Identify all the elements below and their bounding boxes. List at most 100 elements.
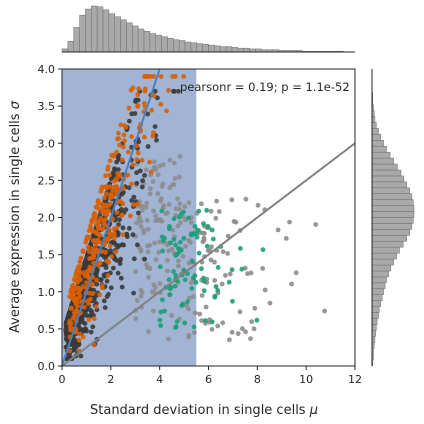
scatter-point-dark xyxy=(121,242,126,248)
x-tick-label: 12 xyxy=(348,373,362,386)
scatter-point-light xyxy=(151,208,157,214)
scatter-point-orange xyxy=(166,87,171,93)
scatter-point-dark xyxy=(90,324,96,330)
scatter-point-teal xyxy=(177,214,182,220)
marginal-x-bar xyxy=(132,25,139,53)
scatter-point-orange xyxy=(94,231,100,236)
scatter-point-teal xyxy=(193,280,199,285)
scatter-point-teal xyxy=(158,309,164,315)
marginal-x-bar xyxy=(155,34,162,53)
scatter-point-orange xyxy=(106,259,112,265)
scatter-point-orange xyxy=(83,239,89,245)
scatter-point-orange xyxy=(170,74,176,79)
scatter-point-orange xyxy=(107,184,113,190)
scatter-point-dark xyxy=(113,242,119,248)
scatter-point-teal xyxy=(157,264,163,270)
marginal-x-bar xyxy=(149,33,157,53)
marginal-y-bar xyxy=(371,300,381,307)
scatter-point-light xyxy=(177,201,183,207)
scatter-point-light xyxy=(229,197,235,203)
marginal-x-bar xyxy=(196,43,203,53)
scatter-point-dark xyxy=(129,198,135,203)
scatter-point-dark xyxy=(115,230,121,236)
scatter-point-orange xyxy=(90,291,96,297)
scatter-point-light xyxy=(227,271,233,277)
scatter-point-light xyxy=(166,202,172,207)
scatter-point-light xyxy=(152,165,158,170)
x-tick-label: 10 xyxy=(299,373,313,386)
marginal-x-bar xyxy=(202,44,209,53)
scatter-point-orange xyxy=(117,172,123,178)
marginal-x-bar xyxy=(143,31,151,53)
marginal-y-bar xyxy=(371,330,376,337)
scatter-point-orange xyxy=(88,223,93,229)
scatter-point-teal xyxy=(196,250,202,256)
scatter-point-dark xyxy=(80,266,86,272)
scatter-point-light xyxy=(283,236,289,241)
marginal-y-bar xyxy=(371,217,414,224)
scatter-point-light xyxy=(171,182,177,188)
scatter-point-dark xyxy=(94,281,100,287)
scatter-point-light xyxy=(209,244,214,250)
scatter-point-teal xyxy=(166,277,172,283)
scatter-point-light xyxy=(275,227,281,233)
marginal-x-bar xyxy=(73,27,80,53)
scatter-point-teal xyxy=(192,273,198,278)
scatter-point-light xyxy=(199,201,204,207)
scatter-point-orange xyxy=(97,292,102,298)
scatter-point-orange xyxy=(72,276,77,282)
scatter-point-dark xyxy=(82,326,88,332)
scatter-point-light xyxy=(225,251,231,256)
scatter-point-dark xyxy=(131,256,137,262)
scatter-point-orange xyxy=(96,206,102,212)
marginal-x-bar xyxy=(79,14,86,53)
y-tick-label: 3.0 xyxy=(38,137,56,150)
scatter-point-teal xyxy=(230,298,235,304)
scatter-point-light xyxy=(159,183,165,189)
scatter-point-teal xyxy=(177,239,183,245)
scatter-point-orange xyxy=(99,184,105,190)
marginal-x-bar xyxy=(167,37,174,53)
scatter-point-orange xyxy=(70,315,76,321)
scatter-point-orange xyxy=(119,213,125,218)
scatter-point-dark xyxy=(112,167,118,173)
scatter-point-light xyxy=(147,265,153,271)
marginal-x-bar xyxy=(114,16,121,53)
scatter-point-teal xyxy=(195,227,201,233)
scatter-point-orange xyxy=(158,74,164,79)
scatter-point-light xyxy=(245,271,250,277)
scatter-point-light xyxy=(145,243,151,249)
scatter-point-orange xyxy=(128,87,134,93)
scatter-point-light xyxy=(209,327,215,332)
scatter-point-orange xyxy=(131,202,137,208)
y-tick-label: 4.0 xyxy=(38,63,56,76)
scatter-point-teal xyxy=(171,237,177,242)
scatter-point-teal xyxy=(167,224,172,229)
scatter-point-orange xyxy=(164,108,169,114)
scatter-point-teal xyxy=(201,221,206,227)
scatter-point-orange xyxy=(74,308,79,314)
scatter-point-teal xyxy=(161,238,166,244)
scatter-point-orange xyxy=(71,291,77,297)
y-tick-label: 2.0 xyxy=(38,212,56,225)
scatter-point-dark xyxy=(72,338,77,343)
scatter-point-light xyxy=(251,326,257,332)
scatter-point-light xyxy=(248,270,254,276)
scatter-point-orange xyxy=(93,248,99,253)
x-tick-label: 2 xyxy=(107,373,114,386)
scatter-point-teal xyxy=(181,235,187,241)
scatter-point-dark xyxy=(145,144,151,149)
scatter-point-teal xyxy=(168,240,173,246)
scatter-point-orange xyxy=(88,296,93,302)
scatter-point-light xyxy=(172,176,178,181)
scatter-point-light xyxy=(134,298,140,303)
scatter-point-dark xyxy=(154,137,159,143)
marginal-y-bar xyxy=(371,122,377,129)
scatter-point-light xyxy=(138,248,144,254)
scatter-point-light xyxy=(219,281,225,287)
scatter-point-teal xyxy=(181,209,186,215)
scatter-point-light xyxy=(148,186,153,192)
scatter-point-teal xyxy=(199,266,204,272)
scatter-point-orange xyxy=(100,285,105,291)
scatter-point-orange xyxy=(107,201,113,207)
